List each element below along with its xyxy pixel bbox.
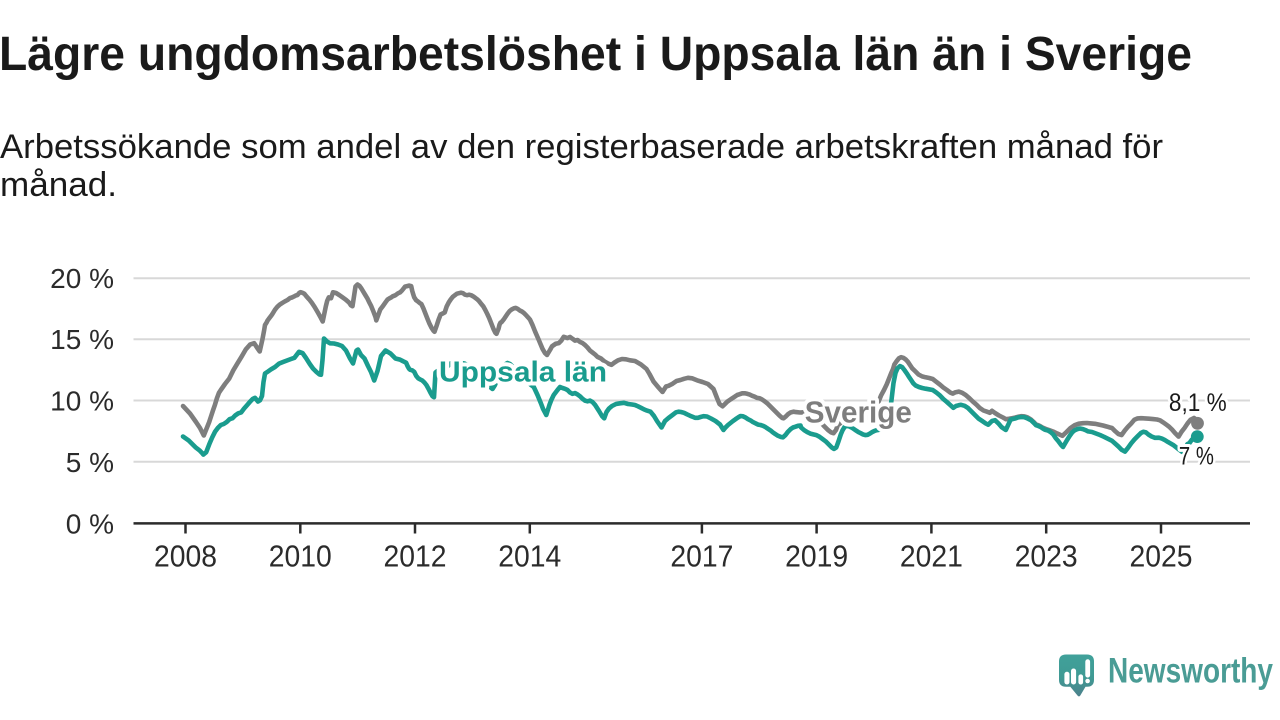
- svg-text:2008: 2008: [154, 540, 217, 574]
- svg-text:2019: 2019: [785, 540, 848, 574]
- svg-text:månad.: månad.: [0, 166, 117, 204]
- svg-text:Arbetssökande som andel av den: Arbetssökande som andel av den registerb…: [0, 128, 1163, 166]
- svg-text:8,1 %: 8,1 %: [1169, 389, 1227, 417]
- svg-text:Sverige: Sverige: [805, 394, 912, 429]
- svg-text:2014: 2014: [498, 540, 561, 574]
- svg-text:2021: 2021: [900, 540, 963, 574]
- svg-text:7 %: 7 %: [1179, 443, 1214, 471]
- svg-text:0 %: 0 %: [66, 508, 114, 539]
- svg-text:10 %: 10 %: [50, 386, 114, 417]
- svg-text:2025: 2025: [1130, 540, 1193, 574]
- svg-text:15 %: 15 %: [50, 324, 114, 355]
- svg-text:20 %: 20 %: [50, 263, 114, 294]
- svg-text:5 %: 5 %: [66, 447, 114, 478]
- svg-text:2023: 2023: [1015, 540, 1078, 574]
- svg-text:Lägre ungdomsarbetslöshet i Up: Lägre ungdomsarbetslöshet i Uppsala län …: [0, 28, 1192, 81]
- svg-text:2010: 2010: [269, 540, 332, 574]
- svg-text:2012: 2012: [384, 540, 447, 574]
- svg-text:Uppsala län: Uppsala län: [439, 357, 607, 389]
- svg-text:Newsworthy: Newsworthy: [1108, 651, 1273, 690]
- svg-text:2017: 2017: [670, 540, 733, 574]
